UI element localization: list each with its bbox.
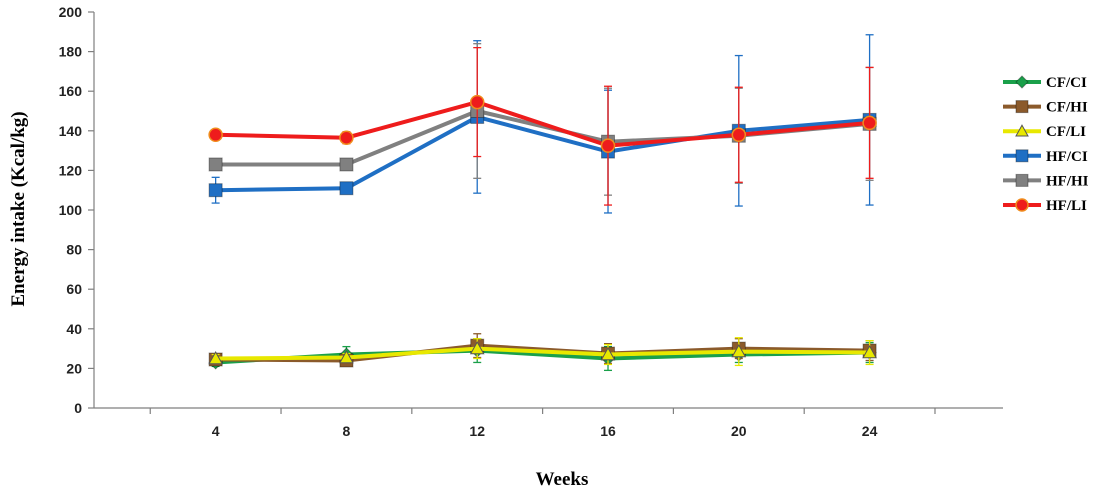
legend-item: HF/LI — [1003, 198, 1087, 214]
y-tick-label: 200 — [59, 4, 83, 20]
y-tick-label: 40 — [66, 321, 82, 337]
x-tick-label: 12 — [469, 423, 485, 439]
data-point — [731, 344, 747, 358]
y-tick-label: 120 — [59, 162, 83, 178]
y-tick-label: 20 — [66, 360, 82, 376]
legend-marker — [1015, 124, 1029, 137]
x-tick-label: 4 — [212, 423, 220, 439]
data-point — [208, 157, 223, 172]
series-line — [215, 346, 870, 361]
series-hf-hi — [208, 43, 877, 196]
x-tick-label: 8 — [343, 423, 351, 439]
series-cf-li — [208, 337, 877, 367]
series-hf-li — [208, 46, 877, 206]
data-point — [600, 138, 616, 153]
series-line — [215, 114, 870, 193]
series-cf-ci — [208, 338, 877, 372]
data-point — [600, 347, 616, 361]
legend-marker — [1015, 173, 1029, 187]
legend-label: HF/HI — [1046, 173, 1089, 189]
x-tick-label: 16 — [600, 423, 616, 439]
data-point — [469, 341, 485, 355]
legend-marker — [1015, 100, 1029, 114]
data-point — [208, 183, 223, 198]
legend-item: CF/HI — [1003, 100, 1088, 116]
data-point — [862, 345, 877, 359]
y-tick-label: 140 — [59, 123, 83, 139]
legend-label: CF/LI — [1046, 124, 1086, 140]
x-tick-label: 24 — [862, 423, 878, 439]
data-point — [731, 127, 747, 143]
data-point — [339, 130, 354, 145]
data-point — [339, 181, 354, 196]
legend-item: CF/LI — [1003, 124, 1086, 140]
y-tick-label: 0 — [74, 400, 82, 416]
y-axis-title: Energy intake (Kcal/kg) — [8, 111, 29, 306]
legend-marker — [1015, 198, 1029, 212]
data-point — [862, 115, 877, 131]
series-layer — [208, 34, 877, 372]
legend-item: HF/HI — [1003, 173, 1089, 189]
y-tick-label: 100 — [59, 202, 83, 218]
x-axis-title: Weeks — [536, 469, 589, 488]
legend-label: HF/LI — [1046, 198, 1087, 214]
legend: CF/CI CF/HI CF/LI HF/CI HF/HI HF/LI — [1003, 75, 1089, 214]
y-tick-label: 80 — [66, 242, 82, 258]
y-tick-label: 180 — [59, 44, 83, 60]
y-tick-label: 60 — [66, 281, 82, 297]
x-tick-label: 20 — [731, 423, 747, 439]
y-tick-label: 160 — [59, 83, 83, 99]
axes: 0 20 40 60 80 100 120 140 160 180 200 4 8 12 16 20 24 — [59, 4, 1003, 439]
legend-marker — [1015, 75, 1029, 89]
legend-label: CF/CI — [1046, 75, 1087, 91]
data-point — [339, 349, 354, 364]
data-point — [469, 94, 485, 110]
data-point — [339, 157, 354, 172]
legend-item: HF/CI — [1003, 149, 1088, 165]
data-point — [208, 350, 223, 365]
legend-label: HF/CI — [1046, 149, 1088, 165]
legend-marker — [1015, 149, 1029, 163]
data-point — [208, 127, 223, 143]
series-line — [215, 100, 870, 148]
legend-label: CF/HI — [1046, 100, 1088, 116]
legend-item: CF/CI — [1003, 75, 1087, 91]
